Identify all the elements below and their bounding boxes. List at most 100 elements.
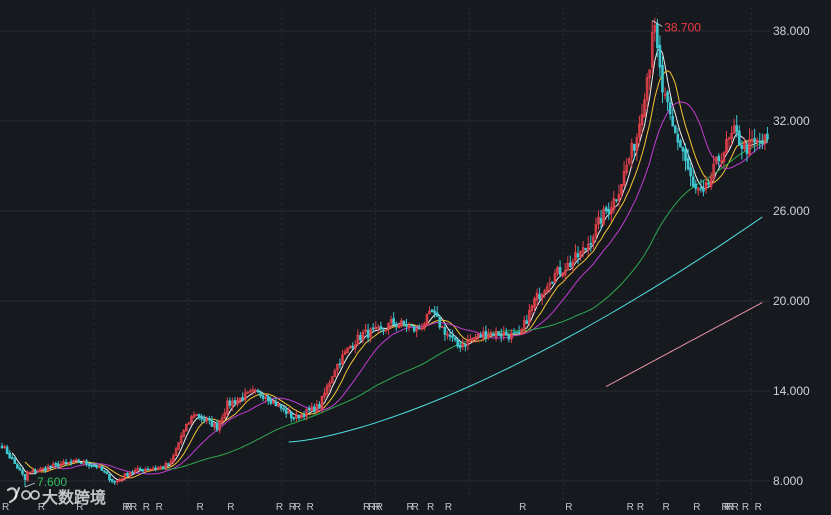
candle-body	[392, 318, 395, 326]
candle-body	[123, 473, 127, 479]
candle	[223, 408, 227, 420]
candle-body	[417, 327, 421, 330]
candle	[599, 210, 603, 231]
candle	[133, 467, 137, 475]
candle-body	[97, 465, 101, 468]
candle	[115, 480, 119, 485]
candle-body	[712, 163, 715, 179]
candle-body	[681, 146, 685, 152]
candle-body	[87, 463, 91, 467]
candle	[551, 281, 554, 285]
dividend-marker: R	[197, 502, 204, 513]
candle	[407, 322, 411, 332]
candle	[325, 383, 329, 397]
candle	[717, 153, 721, 168]
candle-body	[77, 459, 81, 463]
candle-body	[484, 330, 488, 339]
candle-body	[251, 389, 255, 392]
candle	[405, 318, 408, 333]
candle	[461, 338, 465, 351]
candle	[702, 180, 705, 197]
candle-body	[548, 282, 552, 286]
candle-body	[169, 460, 173, 465]
candle	[87, 462, 91, 470]
candle	[241, 392, 244, 402]
candle-body	[387, 322, 390, 329]
candle-body	[182, 429, 186, 437]
candle-body	[505, 331, 508, 336]
candle	[330, 375, 334, 384]
candle	[3, 444, 6, 449]
candle-body	[722, 152, 726, 163]
dividend-marker: R	[227, 502, 234, 513]
candle-body	[0, 445, 4, 449]
candle-body	[673, 125, 677, 134]
candle	[673, 124, 677, 134]
candle-body	[154, 467, 157, 470]
candle	[558, 260, 562, 278]
dividend-marker: R	[732, 502, 739, 513]
candle-body	[195, 414, 198, 416]
candle-body	[753, 138, 756, 143]
candle-body	[643, 99, 646, 118]
candle	[492, 333, 495, 337]
candle-body	[633, 143, 636, 151]
candle-body	[167, 463, 170, 465]
candle-body	[761, 142, 764, 144]
candle	[126, 472, 129, 478]
candle	[689, 162, 692, 187]
candle-body	[499, 334, 503, 337]
candle-body	[356, 334, 360, 345]
candle-body	[361, 331, 365, 340]
ma-line-ma60	[152, 140, 768, 470]
candle-body	[622, 170, 626, 186]
candle-body	[735, 125, 739, 133]
candle-body	[149, 468, 152, 471]
dividend-marker: R	[156, 502, 163, 513]
candle	[540, 293, 544, 305]
candle-body	[725, 139, 728, 153]
candle	[156, 465, 160, 471]
candle-body	[766, 133, 769, 140]
dividend-marker: R	[125, 502, 132, 513]
low-marker-line	[24, 482, 36, 488]
candle-body	[315, 404, 319, 413]
candle	[714, 156, 718, 166]
dividend-marker: R	[376, 502, 383, 513]
candle	[515, 331, 518, 334]
candle	[502, 326, 506, 341]
candle	[243, 388, 247, 403]
dividend-marker: R	[755, 502, 762, 513]
candle-body	[246, 391, 250, 394]
candle-body	[466, 339, 470, 346]
candle	[400, 318, 403, 328]
candle-body	[566, 262, 570, 271]
candle-body	[684, 149, 687, 161]
candle-body	[507, 335, 511, 340]
candle	[167, 462, 170, 467]
candle	[594, 217, 598, 241]
candle	[328, 379, 331, 392]
candle	[149, 468, 152, 471]
candle	[364, 324, 367, 334]
ma-line-ma10	[24, 70, 768, 479]
candle-body	[743, 142, 746, 150]
candle	[456, 338, 459, 349]
candle	[144, 466, 147, 473]
candle	[489, 329, 493, 336]
candle	[446, 330, 449, 340]
candle-body	[579, 250, 582, 257]
candle-body	[146, 468, 150, 471]
candle	[26, 470, 29, 482]
candle-body	[704, 182, 708, 190]
candle-body	[328, 382, 331, 388]
candle	[215, 419, 219, 432]
candle	[320, 395, 324, 413]
candle	[302, 411, 306, 420]
dividend-marker: R	[445, 502, 452, 513]
candle-body	[318, 403, 321, 409]
candle-body	[691, 176, 695, 187]
candle-body	[333, 370, 337, 378]
candle-body	[18, 467, 22, 471]
candle	[161, 465, 165, 470]
